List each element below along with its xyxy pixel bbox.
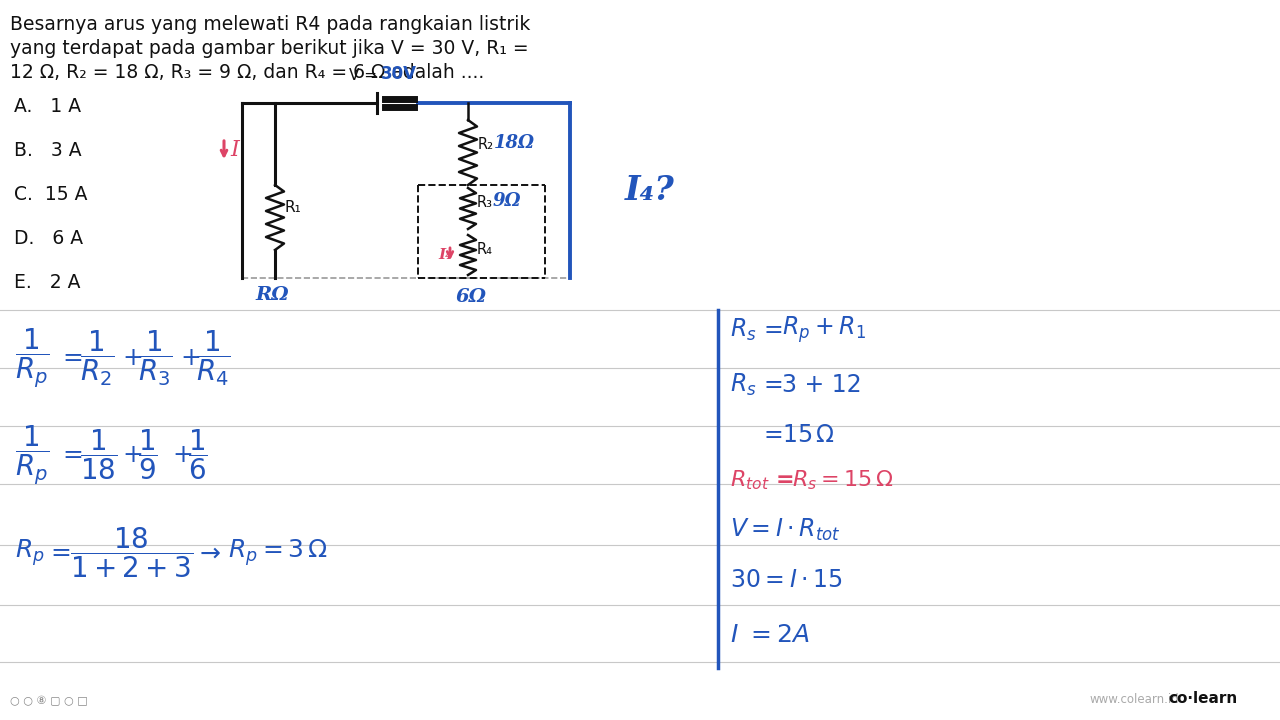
Text: $R_s$: $R_s$	[730, 317, 756, 343]
Text: A.   1 A: A. 1 A	[14, 97, 81, 116]
Text: $15\,\Omega$: $15\,\Omega$	[782, 423, 835, 447]
Text: 6Ω: 6Ω	[456, 288, 486, 306]
Text: $\dfrac{1}{9}$: $\dfrac{1}{9}$	[138, 428, 157, 482]
Text: $30 = I \cdot 15$: $30 = I \cdot 15$	[730, 568, 844, 592]
Text: I₄: I₄	[438, 248, 452, 262]
Text: $\dfrac{1}{6}$: $\dfrac{1}{6}$	[188, 428, 207, 482]
Text: =: =	[61, 346, 83, 370]
Text: 9Ω: 9Ω	[493, 192, 521, 210]
Text: +: +	[180, 346, 201, 370]
Text: B.   3 A: B. 3 A	[14, 141, 82, 160]
Text: R₁: R₁	[284, 200, 301, 215]
Text: =: =	[50, 541, 70, 565]
Text: yang terdapat pada gambar berikut jika V = 30 V, R₁ =: yang terdapat pada gambar berikut jika V…	[10, 39, 529, 58]
Text: =: =	[764, 318, 783, 342]
Text: $\dfrac{1}{R_p}$: $\dfrac{1}{R_p}$	[15, 326, 50, 390]
Text: $R_p = 3\,\Omega$: $R_p = 3\,\Omega$	[228, 538, 328, 568]
Text: I₄?: I₄?	[625, 174, 675, 207]
Text: $V = I \cdot R_{tot}$: $V = I \cdot R_{tot}$	[730, 517, 841, 543]
Text: +: +	[122, 443, 143, 467]
Text: +: +	[122, 346, 143, 370]
Text: C.  15 A: C. 15 A	[14, 185, 87, 204]
Text: =: =	[776, 470, 795, 490]
Text: $\dfrac{1}{R_2}$: $\dfrac{1}{R_2}$	[79, 328, 114, 388]
Text: R₃: R₃	[477, 195, 493, 210]
Text: =: =	[764, 373, 783, 397]
Text: ○ ○ ⑧ ▢ ○ □: ○ ○ ⑧ ▢ ○ □	[10, 696, 88, 706]
Text: 3 + 12: 3 + 12	[782, 373, 861, 397]
Text: V =: V =	[349, 68, 381, 83]
Text: R₄: R₄	[477, 241, 493, 256]
Text: $R_p$: $R_p$	[15, 538, 45, 568]
Text: +: +	[172, 443, 193, 467]
Text: $\rightarrow$: $\rightarrow$	[195, 541, 221, 565]
Text: $R_p + R_1$: $R_p + R_1$	[782, 315, 865, 346]
Text: $\dfrac{18}{1+2+3}$: $\dfrac{18}{1+2+3}$	[70, 526, 193, 580]
Text: $R_s = 15\,\Omega$: $R_s = 15\,\Omega$	[792, 468, 893, 492]
Text: I: I	[230, 139, 239, 161]
Text: $\dfrac{1}{R_3}$: $\dfrac{1}{R_3}$	[138, 328, 173, 388]
Text: D.   6 A: D. 6 A	[14, 229, 83, 248]
Text: $R_{tot}$: $R_{tot}$	[730, 468, 769, 492]
Text: 12 Ω, R₂ = 18 Ω, R₃ = 9 Ω, dan R₄ = 6 Ω adalah ....: 12 Ω, R₂ = 18 Ω, R₃ = 9 Ω, dan R₄ = 6 Ω …	[10, 63, 484, 82]
Text: $\dfrac{1}{R_4}$: $\dfrac{1}{R_4}$	[196, 328, 230, 388]
Text: RΩ: RΩ	[255, 286, 288, 304]
Text: $\dfrac{1}{18}$: $\dfrac{1}{18}$	[79, 428, 118, 482]
Text: 30V: 30V	[381, 65, 417, 83]
Text: R₂: R₂	[477, 137, 494, 152]
Text: E.   2 A: E. 2 A	[14, 273, 81, 292]
Text: co·learn: co·learn	[1169, 691, 1238, 706]
Text: =: =	[61, 443, 83, 467]
Text: Besarnya arus yang melewati R4 pada rangkaian listrik: Besarnya arus yang melewati R4 pada rang…	[10, 15, 530, 34]
Text: $R_s$: $R_s$	[730, 372, 756, 398]
Text: www.colearn.id: www.colearn.id	[1091, 693, 1180, 706]
Text: $\dfrac{1}{R_p}$: $\dfrac{1}{R_p}$	[15, 423, 50, 487]
Text: =: =	[764, 423, 783, 447]
Text: 18Ω: 18Ω	[494, 133, 535, 151]
Text: $I \ = 2A$: $I \ = 2A$	[730, 623, 809, 647]
